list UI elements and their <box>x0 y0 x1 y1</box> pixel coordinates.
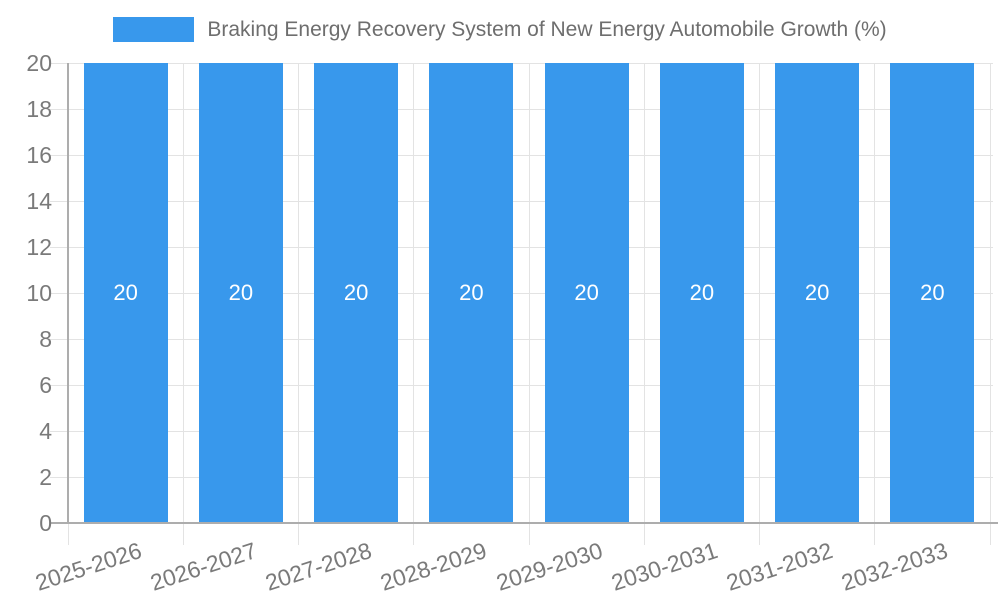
bar-value-label: 20 <box>228 280 254 305</box>
x-tick-label: 2028-2029 <box>377 537 491 596</box>
gridline-vertical <box>182 63 184 545</box>
bar-value-label: 20 <box>689 280 715 305</box>
gridline-vertical <box>759 63 760 545</box>
gridline-horizontal <box>50 154 993 156</box>
x-axis-line <box>50 522 998 524</box>
gridline-horizontal <box>50 430 993 432</box>
gridline-horizontal <box>50 62 993 64</box>
bar[interactable]: 20 <box>429 63 514 523</box>
bar-value-label: 20 <box>343 280 369 305</box>
y-tick-label: 10 <box>26 280 52 306</box>
y-tick-label: 12 <box>26 234 52 260</box>
bar[interactable]: 20 <box>890 63 975 523</box>
x-tick-label: 2029-2030 <box>492 537 606 596</box>
legend-swatch[interactable] <box>113 17 195 42</box>
gridline-vertical <box>643 63 645 545</box>
bar[interactable]: 20 <box>314 63 399 523</box>
gridline-vertical <box>528 63 530 545</box>
bar-value-label: 20 <box>113 280 138 305</box>
y-tick-label: 14 <box>26 188 52 214</box>
x-tick-label: 2027-2028 <box>262 537 375 596</box>
gridline-horizontal <box>50 292 993 294</box>
bar[interactable]: 20 <box>198 63 283 523</box>
chart-title: Braking Energy Recovery System of New En… <box>207 17 887 41</box>
x-tick-label: 2026-2027 <box>146 537 260 596</box>
bar[interactable]: 20 <box>659 63 744 523</box>
gridline-horizontal <box>50 338 993 340</box>
gridline-horizontal <box>50 108 993 110</box>
x-tick-label: 2025-2026 <box>31 537 145 596</box>
bar-value-label: 20 <box>920 280 945 305</box>
y-tick-label: 2 <box>39 464 52 490</box>
x-tick-label: 2030-2031 <box>607 537 721 596</box>
x-tick-label: 2031-2032 <box>723 537 836 596</box>
gridline-vertical <box>874 63 876 545</box>
bar-value-label: 20 <box>574 280 599 305</box>
gridline-horizontal <box>50 200 993 202</box>
y-tick-label: 20 <box>26 50 52 76</box>
bar-value-label: 20 <box>804 280 830 305</box>
y-tick-label: 0 <box>39 510 52 536</box>
bar-value-label: 20 <box>459 280 484 305</box>
y-tick-label: 18 <box>26 96 52 122</box>
chart-legend[interactable]: Braking Energy Recovery System of New En… <box>0 17 1000 42</box>
gridline-horizontal <box>50 246 993 248</box>
x-tick-label: 2032-2033 <box>838 537 952 596</box>
gridline-vertical <box>298 63 299 545</box>
gridline-horizontal <box>50 384 993 386</box>
gridline-horizontal <box>50 476 993 478</box>
gridline-vertical <box>413 63 415 545</box>
bar[interactable]: 20 <box>544 63 629 523</box>
y-tick-label: 16 <box>26 142 52 168</box>
y-axis-line <box>67 63 69 523</box>
y-tick-label: 8 <box>39 326 52 352</box>
gridline-vertical <box>989 63 991 545</box>
y-tick-label: 4 <box>39 418 52 444</box>
bar[interactable]: 20 <box>83 63 168 523</box>
bar[interactable]: 20 <box>775 63 860 523</box>
y-tick-label: 6 <box>39 372 52 398</box>
